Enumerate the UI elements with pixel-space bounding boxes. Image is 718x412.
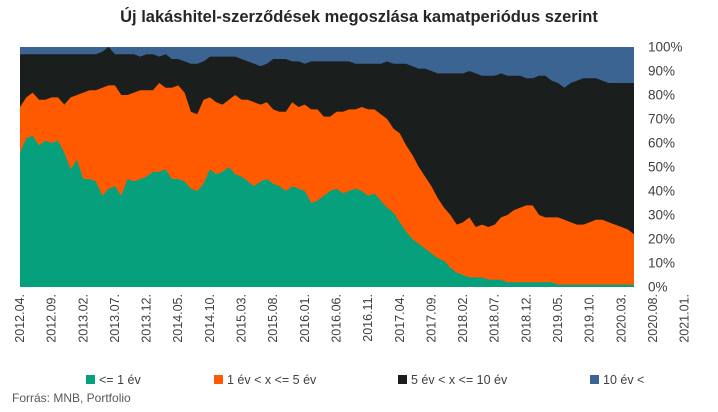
x-tick-label: 2017.09. [424, 294, 438, 343]
x-tick-label: 2012.04. [13, 294, 27, 343]
x-tick-label: 2014.05. [171, 294, 185, 343]
legend-swatch [398, 375, 407, 384]
source-note: Forrás: MNB, Portfolio [12, 391, 131, 405]
x-tick-label: 2020.03. [614, 294, 628, 343]
y-tick-label: 100% [648, 40, 683, 55]
legend-swatch [590, 375, 599, 384]
x-tick-label: 2013.12. [140, 294, 154, 343]
x-tick-label: 2018.07. [488, 294, 502, 343]
x-tick-label: 2014.10. [203, 294, 217, 343]
y-tick-label: 70% [648, 112, 675, 127]
legend-label: 10 év < [603, 373, 644, 387]
legend-label: 5 év < x <= 10 év [411, 373, 508, 387]
x-tick-label: 2016.11. [361, 294, 375, 342]
x-tick-label: 2016.06. [329, 294, 343, 343]
x-tick-label: 2019.05. [551, 294, 565, 343]
y-tick-label: 20% [648, 232, 675, 247]
legend-swatch [86, 375, 95, 384]
area-series-1 [20, 135, 634, 287]
y-tick-label: 10% [648, 256, 675, 271]
y-axis-ticks: 0% 10% 20% 30% 40% 50% 60% 70% 80% 90% 100% [648, 40, 683, 295]
y-tick-label: 90% [648, 64, 675, 79]
x-tick-label: 2020.08. [646, 294, 660, 343]
x-tick-label: 2018.12. [519, 294, 533, 343]
x-tick-label: 2015.03. [235, 294, 249, 343]
legend-label: <= 1 év [99, 373, 141, 387]
x-tick-label: 2017.04. [393, 294, 407, 343]
x-tick-label: 2021.01. [678, 294, 692, 343]
y-tick-label: 30% [648, 208, 675, 223]
y-tick-label: 60% [648, 136, 675, 151]
chart-title: Új lakáshitel-szerződések megoszlása kam… [120, 8, 598, 26]
x-axis-ticks: 2012.04. 2012.09. 2013.02. 2013.07. 2013.12.… [13, 294, 692, 343]
y-tick-label: 0% [648, 280, 668, 295]
x-tick-label: 2012.09. [45, 294, 59, 343]
y-tick-label: 80% [648, 88, 675, 103]
x-tick-label: 2018.02. [456, 294, 470, 343]
y-tick-label: 50% [648, 160, 675, 175]
x-tick-label: 2015.08. [266, 294, 280, 343]
x-tick-label: 2013.02. [76, 294, 90, 343]
y-tick-label: 40% [648, 184, 675, 199]
area-layers [20, 47, 634, 287]
x-tick-label: 2013.07. [108, 294, 122, 343]
legend-swatch [214, 375, 223, 384]
legend: <= 1 év 1 év < x <= 5 év 5 év < x <= 10 év… [86, 373, 644, 387]
legend-label: 1 év < x <= 5 év [227, 373, 317, 387]
x-tick-label: 2016.01. [298, 294, 312, 343]
x-tick-label: 2019.10. [583, 294, 597, 343]
